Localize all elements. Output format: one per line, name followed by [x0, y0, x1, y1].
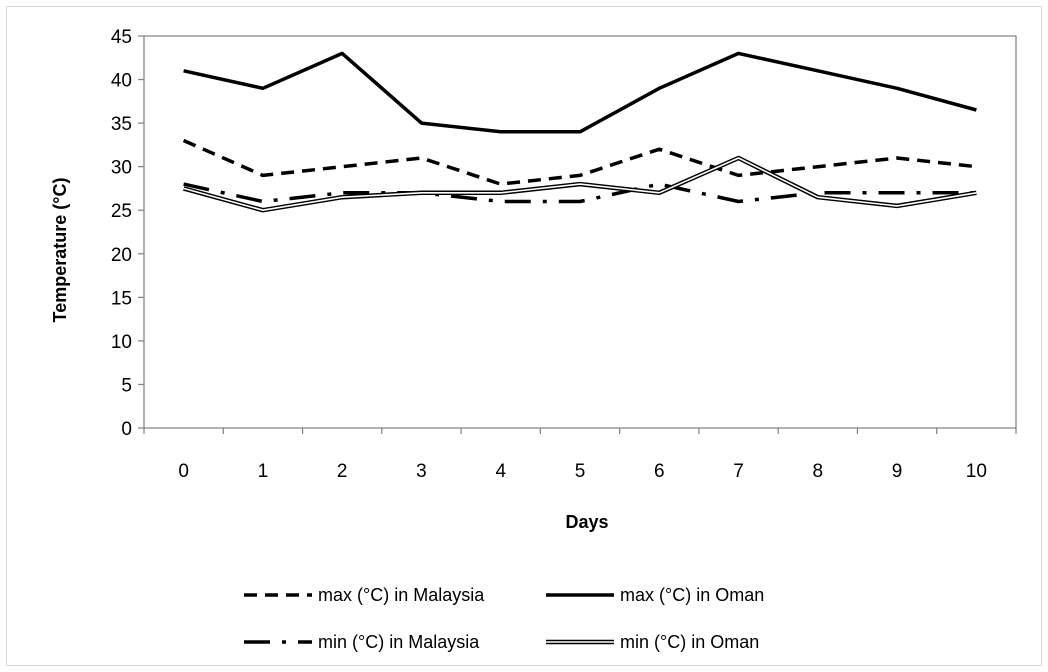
y-axis-title: Temperature (°C) [50, 178, 70, 323]
x-axis: 0 1 2 3 4 5 6 7 8 9 10 [143, 428, 1017, 482]
chart-frame [6, 6, 1042, 666]
legend: max (°C) in Malaysia max (°C) in Oman min … [244, 585, 764, 652]
x-tick-label: 4 [495, 461, 506, 482]
y-tick-label: 10 [111, 332, 132, 353]
x-axis-title: Days [565, 512, 608, 532]
x-tick-label: 10 [966, 461, 987, 482]
x-tick-label: 0 [178, 461, 189, 482]
plot-area [143, 35, 1017, 429]
legend-label-4: min (°C) in Oman [620, 632, 759, 652]
x-tick-label: 9 [892, 461, 903, 482]
x-tick-label: 6 [654, 461, 665, 482]
legend-label-2: max (°C) in Oman [620, 585, 764, 605]
y-tick-label: 25 [111, 201, 132, 222]
series-layer [182, 51, 977, 213]
series-line-3 [183, 182, 977, 204]
y-tick-label: 40 [111, 71, 132, 92]
legend-label-1: max (°C) in Malaysia [318, 585, 485, 605]
y-tick-label: 35 [111, 114, 132, 135]
legend-label-3: min (°C) in Malaysia [318, 632, 480, 652]
x-tick-label: 5 [575, 461, 586, 482]
x-tick-label: 3 [416, 461, 427, 482]
y-tick-label: 45 [111, 27, 132, 48]
series-line-1 [182, 138, 977, 186]
x-tick-label: 2 [337, 461, 348, 482]
y-tick-label: 0 [121, 419, 132, 440]
series-line-2 [183, 51, 977, 134]
y-tick-label: 15 [111, 288, 132, 309]
series-line-4-inner [183, 157, 977, 211]
x-tick-label: 7 [733, 461, 744, 482]
y-tick-label: 5 [121, 375, 132, 396]
y-tick-label: 30 [111, 158, 132, 179]
x-tick-label: 1 [258, 461, 269, 482]
y-axis: 0 5 10 15 20 25 30 35 40 45 [111, 27, 144, 440]
y-tick-label: 20 [111, 245, 132, 266]
x-tick-label: 8 [813, 461, 824, 482]
